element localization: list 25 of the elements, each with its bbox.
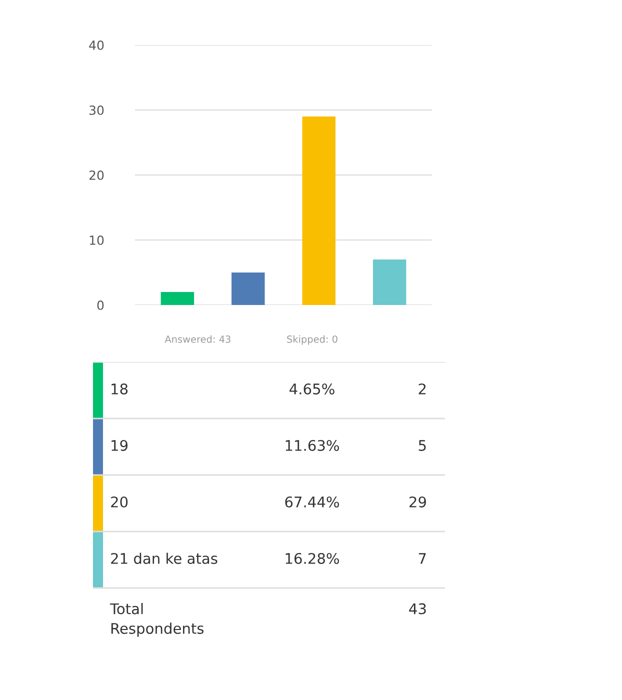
- y-tick-label: 20: [89, 170, 104, 180]
- text: 29: [410, 496, 426, 508]
- bar: [160, 292, 194, 305]
- text: Answered: 43: [164, 335, 230, 343]
- text: 7: [418, 553, 426, 564]
- text: 16.28%: [286, 552, 339, 564]
- y-tick-label: 40: [89, 40, 104, 50]
- text: Skipped: 0: [287, 335, 338, 345]
- text: 19: [112, 440, 128, 451]
- bar: [372, 260, 406, 305]
- text: 11.63%: [286, 440, 339, 451]
- y-tick-label: 10: [90, 235, 104, 245]
- text: 5: [418, 440, 426, 451]
- bar: [302, 116, 336, 305]
- text: 4.65%: [290, 383, 334, 394]
- bar: [232, 272, 265, 305]
- text: 43: [409, 603, 426, 614]
- y-tick-label: 0: [97, 300, 104, 310]
- y-tick-label: 30: [89, 105, 104, 115]
- text: 67.44%: [285, 496, 339, 508]
- text: 18: [112, 383, 128, 394]
- text: 2: [418, 383, 426, 394]
- text: Total Respondents: [110, 603, 204, 637]
- text: 20: [111, 496, 128, 508]
- text: 21 dan ke atas: [111, 552, 218, 564]
